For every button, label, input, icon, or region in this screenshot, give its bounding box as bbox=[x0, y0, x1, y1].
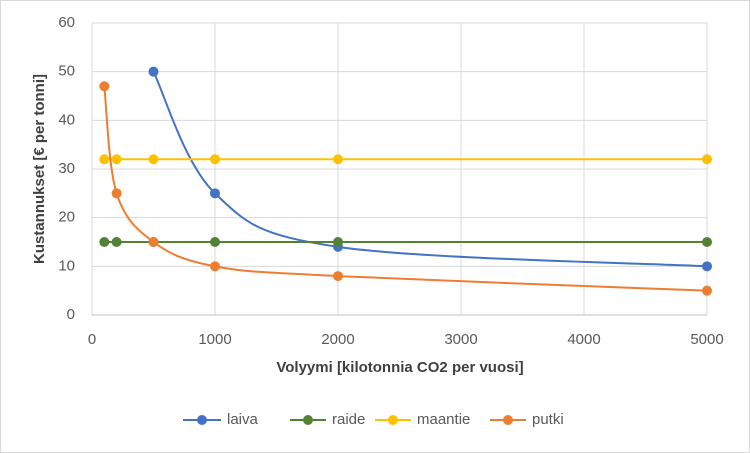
legend-marker bbox=[197, 415, 207, 425]
y-tick-label: 0 bbox=[67, 306, 75, 323]
legend-marker bbox=[503, 415, 513, 425]
legend-label: putki bbox=[532, 411, 564, 428]
x-tick-label: 2000 bbox=[321, 331, 354, 348]
y-tick-label: 50 bbox=[58, 63, 75, 80]
x-tick-label: 1000 bbox=[198, 331, 231, 348]
data-point bbox=[111, 237, 122, 247]
x-tick-label: 5000 bbox=[690, 331, 723, 348]
data-point bbox=[99, 154, 110, 165]
data-point bbox=[210, 237, 220, 247]
data-point bbox=[210, 188, 220, 199]
x-tick-label: 4000 bbox=[567, 331, 600, 348]
data-point bbox=[333, 237, 343, 247]
legend-label: maantie bbox=[417, 411, 470, 428]
data-point bbox=[702, 154, 712, 165]
y-tick-label: 30 bbox=[58, 160, 75, 177]
data-point bbox=[99, 237, 110, 247]
data-point bbox=[333, 271, 343, 282]
data-point bbox=[111, 154, 122, 165]
y-axis-title: Kustannukset [€ per tonni] bbox=[31, 74, 48, 264]
data-point bbox=[148, 237, 159, 247]
data-point bbox=[111, 188, 122, 199]
data-point bbox=[702, 285, 712, 296]
y-tick-label: 40 bbox=[58, 111, 75, 128]
data-point bbox=[702, 237, 712, 247]
data-point bbox=[99, 81, 110, 92]
x-tick-label: 0 bbox=[88, 331, 96, 348]
x-axis-title: Volyymi [kilotonnia CO2 per vuosi] bbox=[276, 359, 523, 376]
data-point bbox=[702, 261, 712, 272]
data-point bbox=[148, 66, 159, 77]
legend-label: laiva bbox=[227, 411, 259, 428]
y-tick-label: 60 bbox=[58, 14, 75, 31]
data-point bbox=[210, 261, 220, 272]
y-tick-label: 10 bbox=[58, 257, 75, 274]
legend-label: raide bbox=[332, 411, 365, 428]
data-point bbox=[333, 154, 343, 165]
series-line bbox=[152, 71, 708, 268]
legend-marker bbox=[388, 415, 398, 425]
legend-marker bbox=[303, 415, 313, 425]
x-tick-label: 3000 bbox=[444, 331, 477, 348]
data-point bbox=[210, 154, 220, 165]
data-point bbox=[148, 154, 159, 165]
y-tick-label: 20 bbox=[58, 209, 75, 226]
